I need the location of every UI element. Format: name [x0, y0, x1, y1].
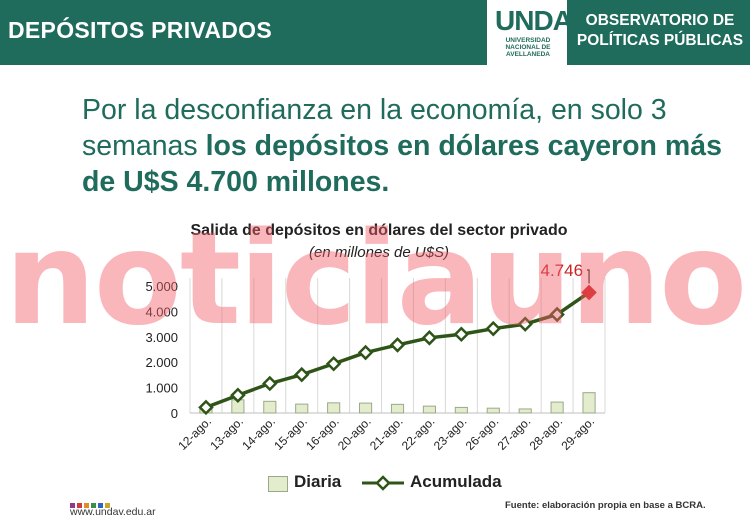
observatorio-label: OBSERVATORIO DE POLÍTICAS PÚBLICAS: [576, 12, 744, 49]
y-tick-label: 3.000: [145, 330, 178, 345]
logo-word: UNDAV: [495, 5, 588, 36]
bar-diaria: [422, 405, 436, 414]
x-tick-label: 27-ago.: [495, 414, 534, 453]
watermark-text: noticiauno: [4, 205, 747, 354]
x-tick-label: 14-ago.: [239, 414, 278, 453]
point-acumulada: [262, 375, 278, 392]
footer-dot: [70, 503, 75, 508]
x-tick-label: 29-ago.: [558, 414, 597, 453]
bar-diaria: [550, 401, 564, 414]
bar-diaria: [390, 403, 405, 414]
footer-dots: [70, 495, 112, 508]
bar-diaria: [454, 406, 468, 414]
bar-diaria: [327, 402, 341, 414]
bar-diaria: [295, 403, 309, 414]
point-acumulada: [293, 366, 310, 383]
x-tick-label: 22-ago.: [399, 414, 438, 453]
footer-source: Fuente: elaboración propia en base a BCR…: [505, 500, 706, 511]
point-acumulada: [389, 337, 406, 353]
annotation-leader: [587, 269, 590, 284]
footer-url[interactable]: www.undav.edu.ar: [70, 506, 156, 518]
x-tick-label: 21-ago.: [367, 414, 406, 453]
point-acumulada: [549, 306, 565, 323]
x-tick-label: 23-ago.: [431, 414, 470, 453]
y-tick-label: 1.000: [145, 381, 178, 396]
y-tick-label: 0: [171, 406, 178, 421]
footer-dot: [98, 503, 103, 508]
point-acumulada: [357, 344, 374, 361]
legend-bar-swatch: [268, 476, 288, 492]
chart-title: Salida de depósitos en dólares del secto…: [190, 222, 568, 239]
x-tick-label: 13-ago.: [207, 414, 246, 453]
annotation-value: 4.746: [540, 261, 583, 280]
logo-line-1: UNIVERSIDAD: [505, 37, 551, 44]
footer-dot: [84, 503, 89, 508]
legend-acumulada: Acumulada: [410, 472, 502, 491]
legend-diaria: Diaria: [294, 472, 342, 491]
bar-diaria: [518, 408, 532, 414]
headline: Por la desconfianza en la economía, en s…: [82, 92, 722, 200]
chart-subtitle: (en millones de U$S): [308, 244, 450, 261]
x-tick-label: 26-ago.: [463, 414, 502, 453]
y-tick-label: 2.000: [145, 355, 178, 370]
point-acumulada: [517, 316, 533, 332]
footer-dot: [91, 503, 96, 508]
footer-dot: [105, 503, 110, 508]
x-tick-label: 15-ago.: [271, 414, 310, 453]
point-acumulada: [421, 330, 438, 346]
bar-diaria: [359, 402, 373, 414]
x-tick-label: 20-ago.: [335, 414, 374, 453]
logo-line-2: NACIONAL DE: [505, 44, 551, 51]
x-tick-label: 12-ago.: [175, 414, 214, 453]
footer-dot: [77, 503, 82, 508]
bar-diaria: [486, 407, 500, 414]
header-bar: DEPÓSITOS PRIVADOS UNDAV UNIVERSIDAD NAC…: [0, 0, 750, 65]
x-tick-label: 16-ago.: [303, 414, 342, 453]
legend-line-swatch: [362, 475, 404, 491]
point-acumulada: [453, 326, 470, 343]
headline-regular: Por la desconfianza en la economía, en s…: [82, 94, 667, 162]
x-tick-label: 28-ago.: [527, 414, 566, 453]
point-acumulada: [485, 320, 502, 337]
point-acumulada: [198, 399, 214, 416]
point-acumulada: [325, 355, 342, 372]
logo-line-3: AVELLANEDA: [506, 51, 550, 58]
point-acumulada: [230, 387, 246, 403]
point-acumulada: [581, 284, 597, 301]
undav-logo: UNDAV UNIVERSIDAD NACIONAL DE AVELLANEDA: [487, 0, 588, 65]
y-tick-label: 4.000: [145, 304, 178, 319]
page-title: DEPÓSITOS PRIVADOS: [8, 17, 272, 43]
bar-diaria: [582, 392, 596, 414]
headline-bold: los depósitos en dólares cayeron más de …: [82, 130, 722, 198]
y-tick-label: 5.000: [145, 279, 178, 294]
bar-diaria: [263, 400, 277, 414]
